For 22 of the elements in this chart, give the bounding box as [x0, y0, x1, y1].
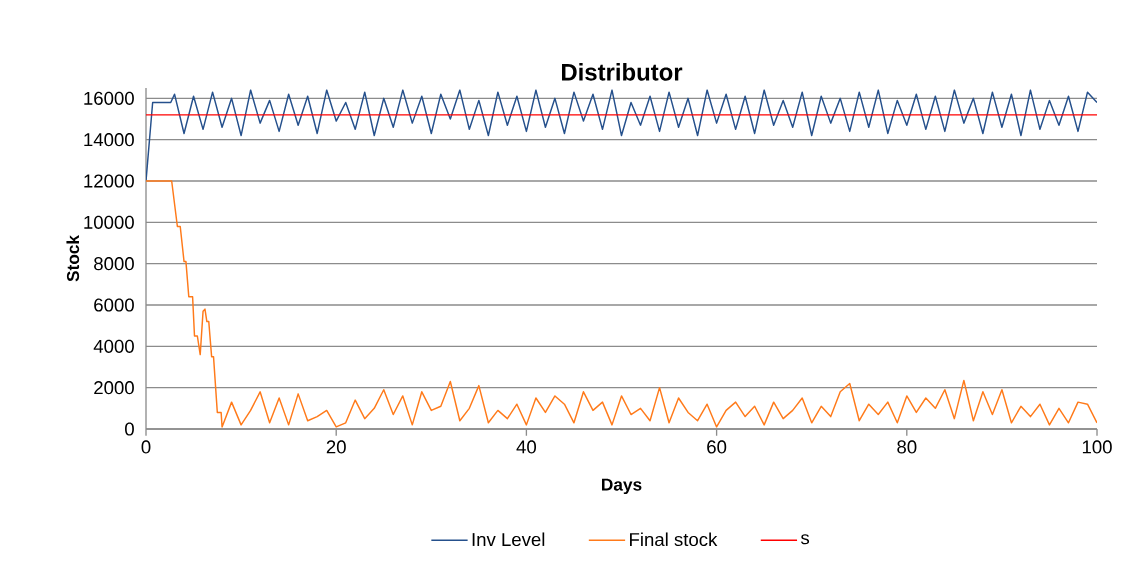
legend-label: s: [800, 534, 810, 545]
x-tick-label: 20: [326, 440, 346, 454]
y-tick-label: 14000: [84, 133, 134, 147]
chart-title: Distributor: [562, 63, 683, 81]
x-tick-label: 100: [1082, 440, 1112, 454]
y-tick-label: 6000: [94, 298, 134, 312]
legend-label: Inv Level: [472, 532, 545, 547]
y-tick-label: 16000: [84, 91, 134, 105]
x-tick-label: 0: [141, 440, 151, 454]
x-tick-label: 60: [707, 440, 727, 454]
y-tick-label: 10000: [84, 215, 134, 229]
y-tick-label: 4000: [93, 339, 134, 353]
y-tick-label: 12000: [84, 174, 134, 188]
x-axis-title: Days: [602, 478, 642, 495]
y-tick-label: 2000: [94, 381, 134, 395]
x-tick-label: 40: [516, 440, 537, 454]
y-tick-label: 8000: [94, 257, 134, 271]
line-series: [146, 89, 1098, 182]
y-axis-title: Stock: [66, 234, 80, 282]
legend-label: Final stock: [630, 532, 718, 547]
y-tick-label: 0: [125, 422, 134, 436]
x-tick-label: 80: [897, 440, 917, 454]
